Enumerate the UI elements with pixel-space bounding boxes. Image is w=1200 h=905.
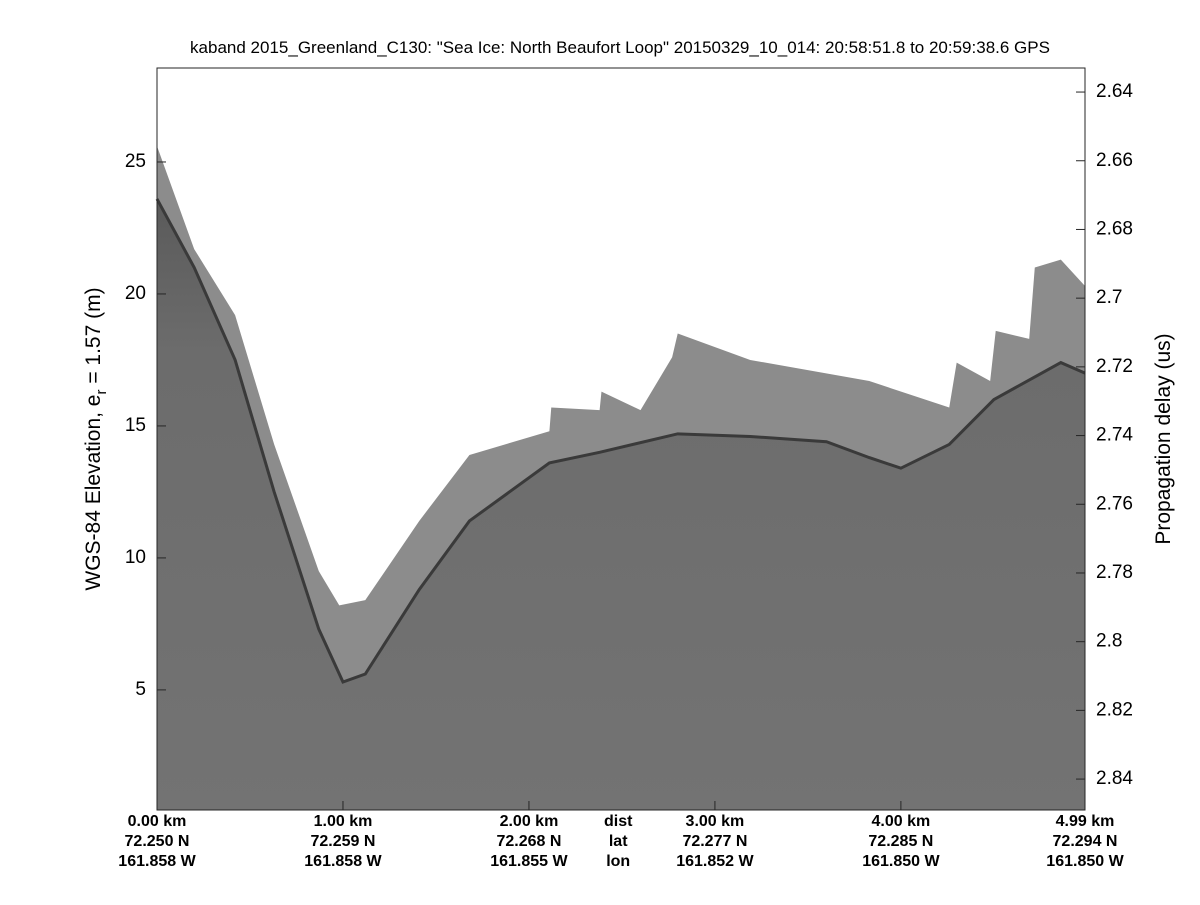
lat-label: 72.259 N (311, 833, 376, 850)
y-tick-label: 10 (125, 547, 146, 568)
y-tick-label: 20 (125, 283, 146, 304)
lon-label: 161.858 W (304, 853, 382, 870)
y-label-part: = 1.57 (m) (82, 287, 105, 389)
lat-label: 72.250 N (125, 833, 190, 850)
lat-label: 72.294 N (1053, 833, 1118, 850)
y2-axis-label: Propagation delay (us) (1152, 333, 1175, 544)
lat-label: 72.277 N (682, 833, 747, 850)
y2-tick-label: 2.84 (1096, 768, 1133, 789)
y2-tick-label: 2.74 (1096, 425, 1133, 446)
row-name: dist (604, 813, 633, 830)
y-tick-label: 5 (135, 679, 146, 700)
row-name: lon (606, 853, 630, 870)
lon-label: 161.850 W (1046, 853, 1124, 870)
row-name: lat (609, 833, 628, 850)
interface-line (155, 198, 1086, 684)
y-tick-label: 15 (125, 415, 146, 436)
x-tick-label: 1.00 km (314, 813, 373, 830)
y2-tick-label: 2.78 (1096, 562, 1133, 583)
y2-tick-label: 2.7 (1096, 287, 1122, 308)
lon-label: 161.858 W (118, 853, 196, 870)
y2-tick-label: 2.64 (1096, 81, 1133, 102)
y-label-part: WGS-84 Elevation, e (82, 395, 105, 591)
y-label-sub: r (93, 390, 110, 395)
axes-box (156, 67, 1086, 811)
lat-label: 72.268 N (496, 833, 561, 850)
y2-tick-label: 2.68 (1096, 218, 1133, 239)
lon-label: 161.852 W (676, 853, 754, 870)
x-tick-label: 3.00 km (686, 813, 745, 830)
y2-tick-label: 2.82 (1096, 699, 1133, 720)
subsurface-layer (157, 198, 1085, 810)
chart-title: kaband 2015_Greenland_C130: "Sea Ice: No… (190, 38, 1050, 57)
y2-tick-label: 2.76 (1096, 493, 1133, 514)
x-tick-label: 2.00 km (500, 813, 559, 830)
y2-tick-label: 2.72 (1096, 356, 1133, 377)
echogram (155, 146, 1086, 810)
x-tick-label: 4.99 km (1056, 813, 1115, 830)
y-axis-label: WGS-84 Elevation, er = 1.57 (m) (82, 287, 110, 590)
x-tick-label: 0.00 km (128, 813, 187, 830)
y2-tick-label: 2.66 (1096, 150, 1133, 171)
lon-label: 161.850 W (862, 853, 940, 870)
x-tick-label: 4.00 km (872, 813, 931, 830)
y-tick-label: 25 (125, 151, 146, 172)
lon-label: 161.855 W (490, 853, 568, 870)
y2-tick-label: 2.8 (1096, 631, 1122, 652)
lat-label: 72.285 N (868, 833, 933, 850)
